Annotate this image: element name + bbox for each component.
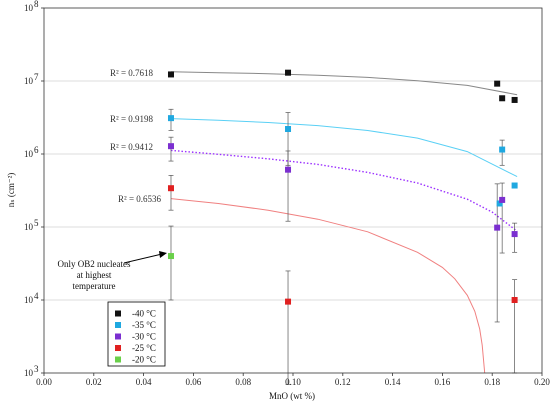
annotation-arrow	[123, 253, 163, 264]
x-tick-label: 0.20	[534, 377, 550, 387]
legend-label: -25 °C	[132, 343, 156, 353]
x-tick-label: 0.04	[136, 377, 152, 387]
legend-swatch	[115, 356, 121, 363]
data-point	[167, 115, 174, 122]
trendline	[170, 71, 518, 96]
legend-label: -30 °C	[132, 332, 156, 342]
data-point	[494, 224, 501, 231]
r-squared-labels: R² = 0.7618 R² = 0.9198 R² = 0.9412 R² = 0.…	[110, 68, 162, 204]
annotation-line-2: at highest	[77, 270, 112, 280]
data-point	[285, 126, 292, 133]
trendline	[170, 118, 518, 178]
trendline	[170, 198, 486, 374]
x-tick-label: 0.10	[285, 377, 301, 387]
data-point	[499, 95, 506, 102]
x-tick-label: 0.14	[385, 377, 401, 387]
y-tick-exponent: 6	[34, 145, 39, 155]
x-tick-label: 0.06	[186, 377, 202, 387]
data-points	[167, 69, 518, 305]
data-point	[499, 146, 506, 153]
y-tick-exponent: 4	[34, 291, 39, 301]
y-tick-exponent: 8	[34, 0, 39, 9]
y-tick-exponent: 5	[34, 218, 39, 228]
y-axis-title: nₛ (cm⁻²)	[6, 173, 16, 208]
y-tick-label: 10	[24, 149, 34, 159]
y-tick-label: 10	[24, 222, 34, 232]
legend-label: -20 °C	[132, 355, 156, 365]
gridlines	[44, 80, 542, 301]
y-tick-exponent: 3	[34, 364, 39, 374]
data-point	[285, 166, 292, 173]
data-point	[511, 96, 518, 103]
legend-swatch	[115, 322, 121, 328]
data-point	[496, 200, 503, 207]
data-point	[167, 71, 174, 78]
y-tick-label: 10	[24, 368, 34, 378]
r-squared-label: R² = 0.9198	[110, 114, 154, 124]
y-tick-label: 10	[24, 295, 34, 305]
x-tick-label: 0.12	[335, 377, 351, 387]
y-tick-label: 10	[24, 3, 34, 13]
legend-label: -35 °C	[132, 320, 156, 330]
legend-swatch	[115, 345, 121, 351]
annotation-line-3: temperature	[73, 281, 116, 291]
trendline	[170, 149, 518, 232]
r-squared-label: R² = 0.9412	[110, 142, 153, 152]
x-tick-labels: 0.00 0.02 0.04 0.06 0.08 0.10 0.12 0.14 0.16 0.18…	[36, 373, 550, 387]
r-squared-label: R² = 0.7618	[110, 68, 154, 78]
x-tick-label: 0.08	[235, 377, 251, 387]
data-point	[167, 185, 174, 192]
legend-swatch	[115, 333, 121, 340]
y-tick-label: 10	[24, 76, 34, 86]
legend-swatch	[115, 310, 121, 317]
data-point	[167, 143, 174, 150]
x-axis-title: MnO (wt %)	[269, 391, 315, 401]
data-point	[285, 298, 292, 305]
annotation-arrowhead	[159, 251, 167, 258]
legend-label: -40 °C	[132, 309, 156, 319]
data-point	[499, 196, 506, 203]
annotation-line-1: Only OB2 nucleates	[58, 259, 131, 269]
legend: -40 °C-35 °C -30 °C-25 °C -20 °C	[107, 301, 166, 367]
data-point	[167, 253, 174, 260]
r-squared-label: R² = 0.6536	[118, 194, 162, 204]
data-point	[511, 182, 518, 189]
data-point	[494, 80, 501, 87]
x-tick-label: 0.02	[86, 377, 102, 387]
x-tick-label: 0.00	[36, 377, 52, 387]
data-point	[285, 69, 292, 76]
data-point	[511, 231, 518, 238]
y-tick-exponent: 7	[34, 72, 39, 82]
data-point	[511, 297, 518, 303]
x-tick-label: 0.16	[435, 377, 451, 387]
x-tick-label: 0.18	[484, 377, 500, 387]
trendlines	[170, 71, 518, 374]
annotation: Only OB2 nucleates at highest temperatur…	[58, 251, 167, 291]
